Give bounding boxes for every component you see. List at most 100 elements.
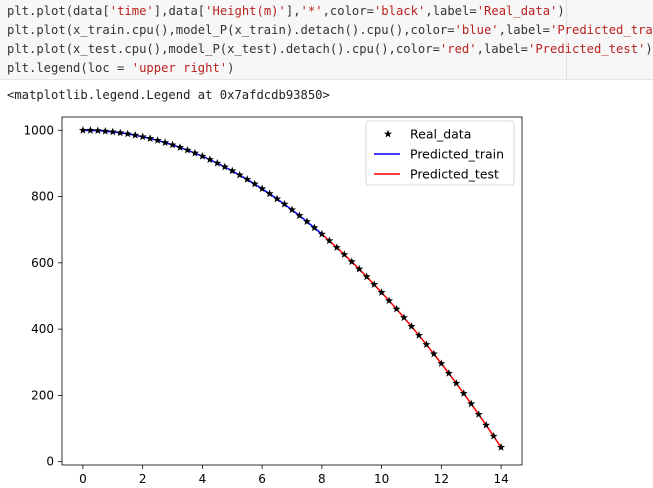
matplotlib-chart: 0 2 4 6 8 10 12 14 0 200 400 600 800 1000 Real_data Pr…	[23, 116, 523, 486]
data-point-star	[444, 369, 453, 377]
data-point-star	[325, 236, 334, 245]
data-point-star	[317, 229, 326, 238]
legend-box	[365, 120, 515, 186]
code-line: plt.plot(x_train.cpu(),model_P(x_train).…	[7, 21, 653, 40]
code-token: ,label=	[476, 42, 528, 56]
data-point-star	[235, 170, 244, 179]
legend-label: Predicted_test	[410, 167, 499, 182]
data-point-star	[355, 264, 364, 273]
code-string-token: 'Real_data'	[476, 4, 558, 18]
data-point-star	[340, 250, 349, 258]
data-point-star	[400, 313, 409, 322]
data-point-star	[414, 331, 423, 339]
data-point-star	[392, 304, 401, 313]
data-point-star	[422, 340, 431, 348]
data-point-star	[243, 175, 252, 183]
x-tick-label: 2	[139, 472, 147, 486]
code-string-token: 'black'	[373, 4, 426, 18]
data-point-star	[467, 399, 476, 408]
data-point-star	[123, 129, 132, 138]
data-point-star	[295, 211, 304, 219]
code-string-token: 'red'	[439, 42, 477, 56]
data-point-star	[302, 217, 311, 225]
data-point-star	[190, 148, 199, 157]
x-tick-label: 8	[318, 472, 326, 486]
code-token: plt.legend(loc =	[7, 61, 132, 75]
data-point-star	[377, 288, 386, 296]
code-string-token: 'Height(m)'	[205, 4, 286, 18]
code-token: ,label=	[425, 4, 477, 18]
x-tick-label: 10	[374, 472, 389, 486]
data-point-star	[370, 280, 379, 288]
code-string-token: 'blue'	[454, 23, 499, 37]
code-token: plt.plot(x_test.cpu(),model_P(x_test).de…	[7, 42, 440, 56]
data-point-star	[146, 134, 155, 142]
code-string-token: 'Predicted_test'	[527, 42, 646, 56]
x-tick-label: 0	[79, 472, 87, 486]
data-point-star	[108, 127, 117, 136]
cell-output-text: <matplotlib.legend.Legend at 0x7afdcdb93…	[7, 88, 330, 102]
data-point-star	[183, 145, 192, 154]
data-point-star	[429, 349, 438, 358]
code-token: ,label=	[498, 23, 550, 37]
data-point-star	[250, 179, 259, 188]
data-point-star	[258, 184, 267, 193]
data-point-star	[116, 128, 125, 137]
data-point-star	[362, 272, 371, 281]
data-point-star	[101, 126, 110, 135]
data-point-star	[228, 166, 237, 175]
data-point-star	[497, 443, 506, 451]
y-tick-label: 400	[31, 322, 54, 336]
data-point-star	[288, 205, 296, 214]
data-point-star	[310, 223, 319, 232]
y-tick-label: 1000	[23, 123, 54, 137]
y-tick-label: 200	[31, 388, 54, 402]
code-token: )	[557, 4, 565, 18]
data-point-star	[437, 359, 446, 367]
x-tick-label: 6	[258, 472, 266, 486]
data-point-star	[220, 162, 229, 171]
data-point-star	[407, 322, 416, 330]
data-point-star	[265, 189, 274, 198]
data-point-star	[131, 131, 140, 139]
code-token: plt.plot(data[	[7, 4, 110, 18]
data-point-star	[205, 155, 214, 163]
code-editor[interactable]: plt.plot(data['time'],data['Height(m)'],…	[7, 2, 653, 78]
code-token: ,color=	[322, 4, 374, 18]
x-tick-label: 4	[199, 472, 207, 486]
x-tick-label: 12	[434, 472, 449, 486]
code-string-token: 'upper right'	[131, 61, 228, 75]
code-line: plt.legend(loc = 'upper right')	[7, 59, 653, 78]
data-point-star	[168, 140, 177, 149]
code-string-token: 'Predicted_train'	[550, 23, 653, 37]
code-string-token: 'time'	[109, 4, 154, 18]
data-point-star	[175, 143, 184, 151]
legend-label: Real_data	[410, 127, 471, 142]
data-point-star	[459, 389, 468, 397]
data-point-star	[385, 296, 394, 305]
code-token: )	[645, 42, 653, 56]
code-token: ],data[	[153, 4, 206, 18]
code-line: plt.plot(x_test.cpu(),model_P(x_test).de…	[7, 40, 653, 59]
data-point-star	[86, 126, 95, 134]
y-tick-label: 600	[31, 256, 54, 270]
data-point-star	[332, 243, 341, 251]
data-point-star	[347, 257, 356, 266]
code-token: )	[227, 61, 235, 75]
y-tick-label: 800	[31, 190, 54, 204]
data-point-star	[198, 152, 207, 160]
data-point-star	[161, 138, 170, 146]
code-token: plt.plot(x_train.cpu(),model_P(x_train).…	[7, 23, 455, 37]
data-point-star	[482, 420, 491, 429]
data-point-star	[489, 431, 498, 440]
data-point-star	[93, 126, 102, 135]
cell-divider	[566, 0, 567, 80]
data-point-star	[474, 410, 483, 418]
code-string-token: '*'	[300, 4, 323, 18]
code-cell[interactable]: plt.plot(data['time'],data['Height(m)'],…	[0, 0, 653, 80]
code-token: ],	[285, 4, 301, 18]
x-tick-label: 14	[493, 472, 508, 486]
legend-label: Predicted_train	[410, 147, 504, 162]
code-line: plt.plot(data['time'],data['Height(m)'],…	[7, 2, 653, 21]
data-point-star	[138, 132, 147, 141]
